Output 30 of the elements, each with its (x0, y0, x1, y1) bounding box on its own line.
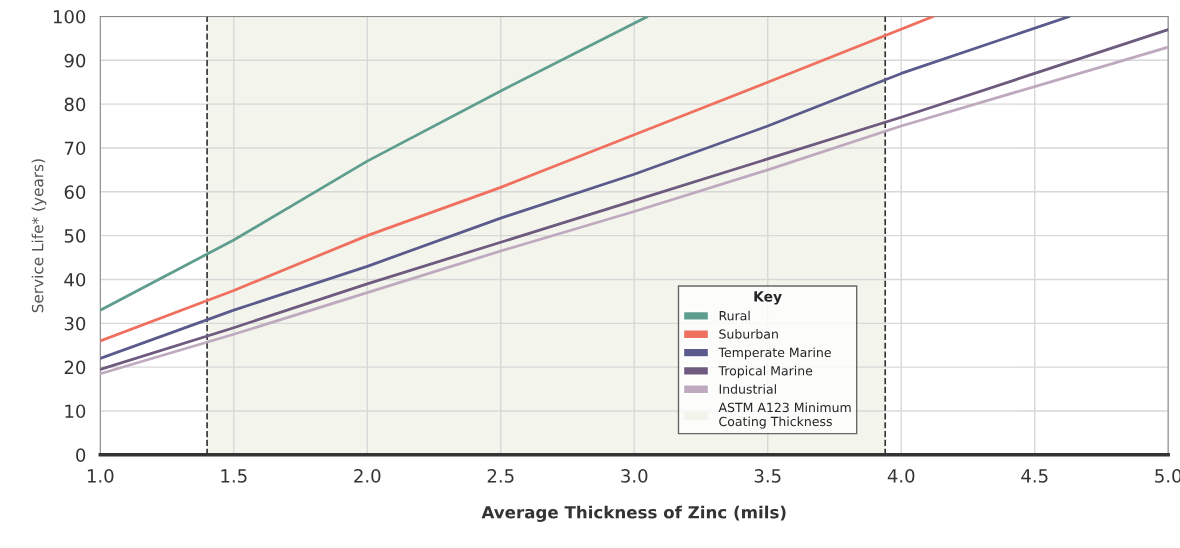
x-tick-label: 3.0 (621, 469, 648, 483)
legend-label: Industrial (719, 384, 776, 394)
x-tick-label: 4.5 (1021, 469, 1048, 483)
line-series (100, 16, 935, 343)
legend-label: Temperate Marine (718, 347, 831, 360)
x-tick-label: 2.0 (354, 469, 381, 483)
y-tick-label: 80 (64, 97, 86, 112)
y-axis-title: Service Life* (years) (31, 159, 47, 313)
x-axis-title: Average Thickness of Zinc (mils) (481, 505, 786, 522)
y-tick-label: 20 (64, 360, 86, 375)
y-tick-label: 90 (64, 53, 86, 68)
x-tick-label: 1.5 (221, 469, 247, 483)
y-tick-label: 50 (64, 229, 86, 243)
x-tick-label: 1.0 (87, 469, 114, 483)
legend-label: Suburban (719, 329, 778, 339)
y-tick-label: 40 (64, 272, 86, 287)
y-tick-label: 30 (64, 316, 86, 331)
y-tick-label: 10 (65, 404, 86, 419)
y-tick-label: 0 (76, 448, 86, 462)
y-tick-label: 60 (64, 185, 86, 199)
legend-label: Tropical Marine (718, 365, 813, 378)
y-tick-label: 70 (64, 141, 86, 156)
line-series (100, 16, 649, 312)
legend-title: Key (754, 291, 782, 305)
y-tick-label: 100 (53, 9, 86, 24)
x-tick-label: 2.5 (487, 469, 514, 483)
x-tick-label: 3.5 (754, 469, 781, 483)
x-tick-label: 4.0 (887, 469, 915, 483)
band-label: ASTM A123 Minimum Coating Thickness (718, 402, 851, 429)
legend-label: Rural (719, 310, 750, 321)
